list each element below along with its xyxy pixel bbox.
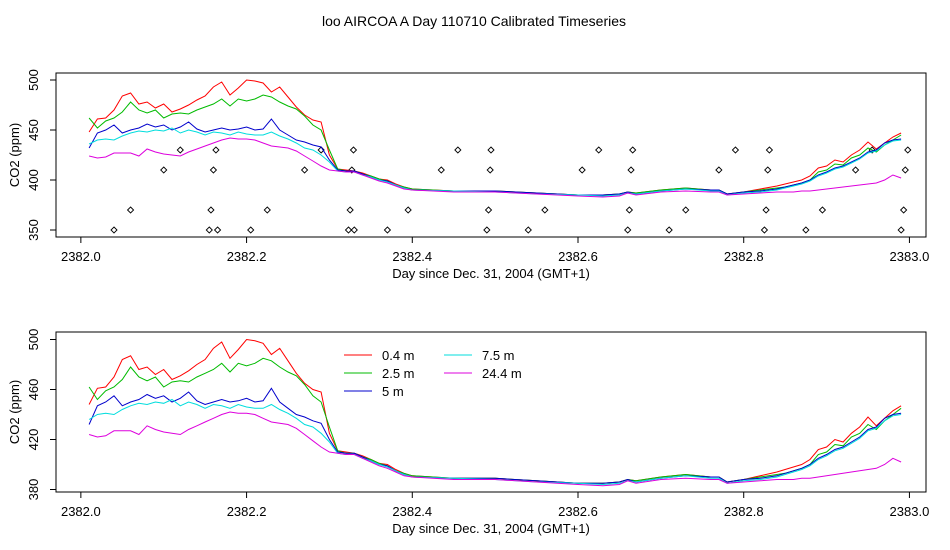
diamond-point xyxy=(541,206,549,214)
series-line-5-mm xyxy=(88,387,902,484)
diamond-point xyxy=(731,146,740,154)
diamond-point xyxy=(487,146,495,154)
series-line-24-4-mm xyxy=(88,411,902,487)
diamond-point xyxy=(209,166,218,174)
diamond-point xyxy=(454,146,462,154)
diamond-point xyxy=(437,166,445,174)
diamond-point xyxy=(715,166,723,174)
y-tick-label: 420 xyxy=(26,429,41,451)
legend-label: 24.4 m xyxy=(482,366,522,381)
plot-frame xyxy=(55,331,927,493)
diamond-point xyxy=(595,146,603,154)
diamond-point xyxy=(483,226,491,234)
x-tick-label: 2382.4 xyxy=(392,504,432,519)
plot-area xyxy=(88,79,912,234)
diamond-point xyxy=(348,166,356,174)
y-tick-label: 450 xyxy=(26,119,41,141)
diamond-point xyxy=(383,226,392,234)
diamond-point xyxy=(682,206,690,214)
diamond-point xyxy=(213,226,222,234)
diamond-point xyxy=(802,226,810,234)
diamond-point xyxy=(897,226,905,234)
diamond-point xyxy=(346,206,354,214)
y-axis-label: CO2 (ppm) xyxy=(7,123,22,187)
diamond-point xyxy=(317,146,325,154)
plot-frame xyxy=(55,72,927,238)
x-tick-label: 2382.6 xyxy=(558,504,598,519)
diamond-point xyxy=(207,206,215,214)
diamond-point xyxy=(901,166,909,174)
diamond-point xyxy=(818,206,827,214)
diamond-point xyxy=(629,146,637,154)
y-tick-label: 400 xyxy=(26,169,41,191)
diamond-point xyxy=(350,226,358,234)
diamond-point xyxy=(765,146,774,154)
x-tick-label: 2383.0 xyxy=(890,504,930,519)
x-tick-label: 2382.0 xyxy=(61,249,101,264)
diamond-point xyxy=(625,206,634,214)
y-tick-label: 380 xyxy=(26,479,41,501)
series-line-7-5-mm xyxy=(88,127,902,197)
diamond-point xyxy=(263,206,271,214)
x-tick-label: 2382.2 xyxy=(227,249,267,264)
diamond-point xyxy=(212,146,220,154)
diamond-point xyxy=(110,226,118,234)
diamond-point xyxy=(484,206,493,214)
series-line-24-4-mm xyxy=(88,137,902,198)
x-tick-label: 2382.6 xyxy=(558,249,598,264)
bottom-panel: 2382.0 2382.2 2382.4 2382.6 2382.8 2383.0 380 4… xyxy=(7,329,929,536)
legend-label: 2.5 m xyxy=(382,366,415,381)
diamond-point xyxy=(176,146,184,154)
series-line-2-5-mm xyxy=(88,94,902,196)
legend-label: 5 m xyxy=(382,384,404,399)
diamond-point xyxy=(624,226,632,234)
top-panel: 2382.0 2382.2 2382.4 2382.6 2382.8 2383.0 350 4… xyxy=(7,69,929,281)
legend: 0.4 m 2.5 m 5 m 7.5 m 24.4 m xyxy=(344,348,522,399)
legend-label: 7.5 m xyxy=(482,348,515,363)
legend-label: 0.4 m xyxy=(382,348,415,363)
diamond-point xyxy=(762,206,770,214)
diamond-point xyxy=(404,206,412,214)
series-line-7-5-mm xyxy=(88,398,902,486)
y-tick-label: 500 xyxy=(26,329,41,351)
x-tick-label: 2382.4 xyxy=(392,249,432,264)
diamond-point xyxy=(627,166,635,174)
figure-title: loo AIRCOA A Day 110710 Calibrated Times… xyxy=(322,13,626,29)
diamond-point xyxy=(344,226,353,234)
series-line-0-4-mm xyxy=(88,79,902,196)
diamond-point xyxy=(665,226,673,234)
plot-area xyxy=(88,338,902,487)
x-axis-label: Day since Dec. 31, 2004 (GMT+1) xyxy=(392,521,590,536)
diamond-point xyxy=(486,166,494,174)
diamond-point xyxy=(126,206,135,214)
x-tick-label: 2382.2 xyxy=(227,504,267,519)
diamond-point xyxy=(851,166,860,174)
x-tick-label: 2382.8 xyxy=(724,249,764,264)
diamond-point xyxy=(904,146,912,154)
y-tick-label: 350 xyxy=(26,219,41,241)
y-tick-label: 460 xyxy=(26,379,41,401)
series-line-5-mm xyxy=(88,118,902,196)
diamond-point xyxy=(899,206,908,214)
x-tick-label: 2383.0 xyxy=(890,249,930,264)
diamond-point xyxy=(247,226,255,234)
diamond-point xyxy=(760,226,769,234)
x-axis-label: Day since Dec. 31, 2004 (GMT+1) xyxy=(392,266,590,281)
y-tick-label: 500 xyxy=(26,69,41,91)
diamond-point xyxy=(160,166,168,174)
diamond-point xyxy=(349,146,358,154)
y-axis-label: CO2 (ppm) xyxy=(7,380,22,444)
x-tick-label: 2382.0 xyxy=(61,504,101,519)
diamond-point xyxy=(524,226,532,234)
diamond-point xyxy=(300,166,309,174)
x-tick-label: 2382.8 xyxy=(724,504,764,519)
diamond-point xyxy=(764,166,772,174)
diamond-point xyxy=(205,226,213,234)
diamond-point xyxy=(578,166,586,174)
